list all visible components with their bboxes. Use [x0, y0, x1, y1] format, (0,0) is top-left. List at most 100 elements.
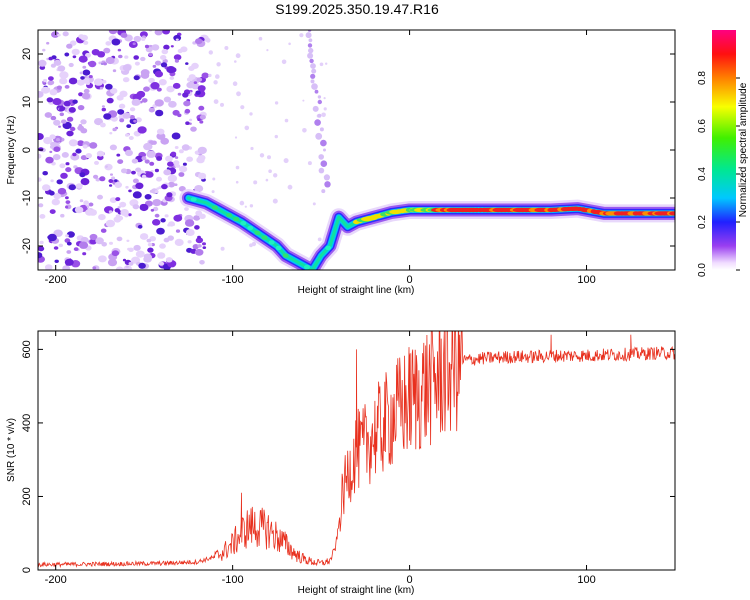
streak-speck [317, 99, 322, 105]
noise-speck [46, 97, 54, 103]
noise-speck [38, 133, 44, 140]
noise-speck [68, 184, 77, 191]
streak-speck [324, 181, 331, 188]
noise-speck [193, 215, 201, 221]
spectrogram-area [38, 30, 675, 270]
noise-speck [158, 186, 162, 190]
noise-speck [88, 75, 93, 79]
noise-speck [193, 81, 198, 84]
noise-speck [89, 233, 98, 241]
streak-speck [305, 32, 312, 39]
noise-speck [184, 207, 189, 211]
streak-speck [321, 189, 326, 194]
noise-speck [75, 148, 82, 154]
noise-speck [201, 72, 209, 79]
noise-speck [131, 98, 141, 106]
noise-speck [160, 137, 169, 145]
noise-speck [173, 160, 180, 166]
ridge-hotspot [254, 230, 261, 235]
noise-speck [154, 213, 160, 218]
noise-speck [133, 75, 140, 81]
streak-speck [314, 89, 319, 94]
x-tick-label: 0 [407, 574, 413, 586]
noise-speck [127, 247, 131, 251]
noise-speck [321, 112, 326, 118]
y-tick-label: 0 [21, 147, 33, 153]
noise-speck [42, 171, 48, 176]
x-tick-label: -100 [222, 274, 244, 286]
noise-speck [65, 196, 69, 200]
noise-speck [38, 91, 44, 98]
noise-speck [251, 241, 257, 247]
noise-speck [48, 56, 53, 61]
noise-speck [147, 242, 153, 247]
noise-speck [299, 33, 304, 38]
streak-speck [314, 119, 321, 126]
noise-speck [112, 69, 117, 73]
ridge-hotspot [669, 211, 675, 216]
noise-speck [80, 155, 88, 161]
noise-speck [143, 142, 153, 151]
noise-speck [42, 48, 46, 52]
noise-speck [78, 34, 85, 39]
noise-speck [151, 44, 160, 51]
noise-speck [72, 55, 77, 59]
noise-speck [89, 142, 98, 149]
noise-speck [66, 130, 74, 137]
noise-speck [234, 60, 237, 63]
noise-speck [135, 250, 145, 258]
noise-speck [152, 64, 157, 68]
noise-speck [111, 38, 121, 46]
snr-ticks: -200 -100 0 100 0 200 400 600 [21, 331, 675, 586]
noise-speck [132, 42, 136, 45]
colorbar-ticks: 0.0 0.2 0.4 0.6 0.8 [697, 71, 740, 277]
colorbar-label: Normalized spectral amplitude [738, 82, 749, 217]
noise-speck [312, 202, 316, 206]
noise-speck [98, 61, 102, 65]
noise-speck [65, 200, 71, 205]
noise-speck [174, 59, 179, 63]
noise-speck [66, 250, 72, 254]
noise-speck [65, 162, 70, 166]
y-tick-label: -20 [21, 238, 33, 254]
noise-speck [240, 105, 245, 110]
noise-speck [119, 90, 128, 98]
noise-speck [197, 244, 202, 248]
noise-speck [83, 40, 89, 45]
noise-speck [64, 85, 70, 89]
streak-speck [312, 105, 319, 112]
noise-speck [169, 76, 175, 80]
noise-speck [253, 180, 258, 185]
noise-speck [149, 161, 155, 166]
noise-speck [129, 107, 136, 112]
noise-speck [82, 252, 87, 256]
noise-speck [50, 115, 57, 121]
noise-speck [195, 210, 203, 216]
noise-speck [186, 77, 193, 82]
noise-speck [185, 62, 189, 65]
noise-speck [146, 150, 156, 158]
noise-speck [79, 71, 84, 75]
noise-speck [56, 85, 63, 90]
spectrogram-ylabel: Frequency (Hz) [6, 116, 17, 185]
noise-speck [215, 74, 220, 79]
noise-speck [196, 77, 203, 82]
noise-speck [116, 153, 121, 157]
noise-speck [302, 99, 305, 102]
noise-speck [73, 247, 79, 252]
noise-speck [49, 150, 53, 154]
x-tick-label: -200 [45, 274, 67, 286]
noise-speck [132, 191, 142, 199]
noise-speck [126, 239, 130, 242]
noise-speck [49, 209, 56, 215]
noise-speck [171, 223, 175, 227]
noise-speck [171, 132, 181, 140]
noise-speck [46, 87, 51, 92]
noise-speck [89, 238, 98, 245]
noise-speck [159, 243, 166, 249]
noise-speck [54, 259, 59, 263]
noise-speck [38, 153, 42, 159]
noise-speck [250, 146, 254, 151]
noise-speck [99, 86, 104, 90]
x-tick-label: -100 [222, 574, 244, 586]
